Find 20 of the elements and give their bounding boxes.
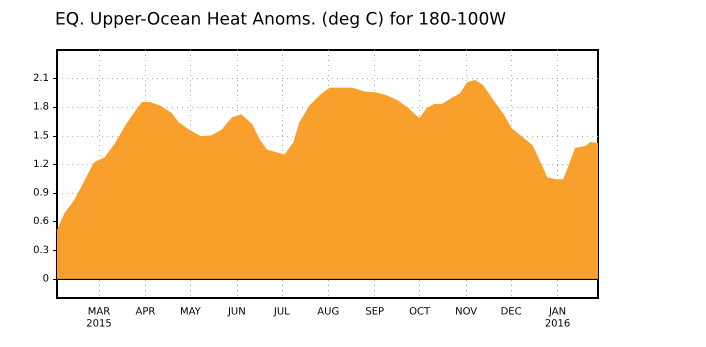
y-tick-label: 2.1 <box>33 73 49 84</box>
chart-title: EQ. Upper-Ocean Heat Anoms. (deg C) for 180-100W <box>55 10 506 30</box>
y-tick-label: 0.3 <box>33 244 49 256</box>
x-tick-label: AUG <box>317 306 340 318</box>
x-tick-label: DEC <box>500 306 522 318</box>
y-tick-label: 0 <box>42 273 49 284</box>
x-tick-label: JUL <box>272 306 290 318</box>
x-tick-label: JAN 2016 <box>544 306 570 330</box>
x-tick-label: NOV <box>455 306 478 318</box>
y-tick-label: 1.8 <box>33 102 49 113</box>
x-tick-label: JUN <box>226 306 246 318</box>
y-tick-label: 1.5 <box>33 130 49 142</box>
x-tick-label: OCT <box>409 306 432 318</box>
y-tick-label: 0.9 <box>33 188 49 199</box>
y-tick-label: 1.2 <box>33 158 49 170</box>
x-tick-label: MAY <box>180 306 202 318</box>
y-tick-label: 0.6 <box>33 216 49 228</box>
x-tick-label: APR <box>136 306 156 318</box>
x-tick-label: SEP <box>365 306 384 318</box>
x-tick-label: MAR 2015 <box>86 306 112 330</box>
